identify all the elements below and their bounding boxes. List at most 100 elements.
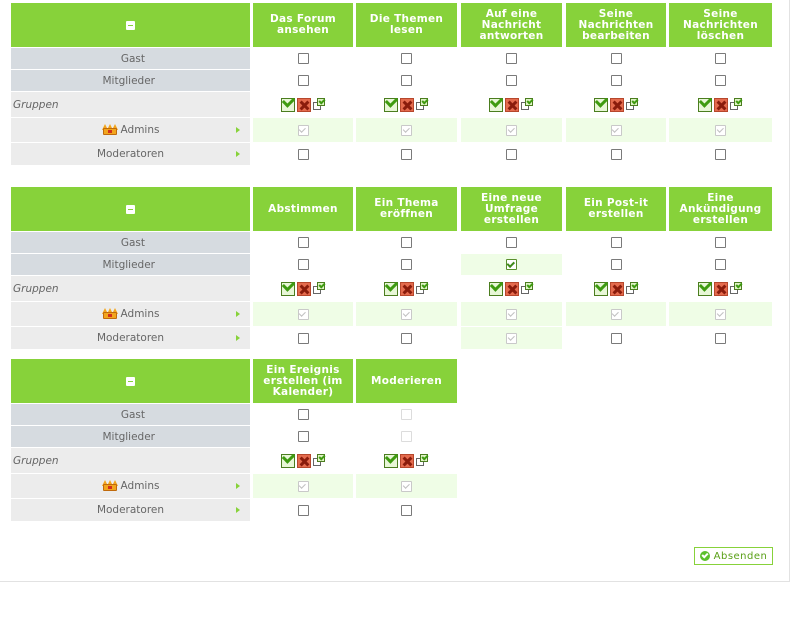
permission-checkbox[interactable] [506, 148, 517, 160]
permission-checkbox[interactable] [297, 332, 309, 344]
collapse-icon[interactable] [126, 20, 135, 30]
permission-checkbox[interactable] [401, 148, 412, 160]
permission-checkbox[interactable] [401, 237, 412, 248]
select-all-icon[interactable] [698, 97, 712, 112]
select-none-icon[interactable] [400, 453, 414, 468]
invert-selection-icon[interactable] [312, 282, 326, 295]
select-all-icon[interactable] [384, 453, 398, 468]
invert-selection-icon[interactable] [730, 282, 743, 295]
permission-checkbox[interactable] [297, 53, 309, 64]
select-none-icon[interactable] [400, 281, 414, 296]
invert-selection-icon[interactable] [730, 98, 743, 111]
permission-cell [253, 118, 353, 142]
expand-arrow-icon[interactable] [236, 335, 240, 341]
permission-checkbox[interactable] [610, 148, 622, 160]
permission-checkbox[interactable] [401, 75, 412, 86]
permission-checkbox[interactable] [297, 75, 309, 86]
permission-checkbox[interactable] [297, 237, 309, 248]
permission-checkbox[interactable] [297, 409, 309, 420]
permission-checkbox[interactable] [610, 259, 622, 270]
select-none-icon[interactable] [714, 281, 728, 296]
permission-checkbox[interactable] [715, 148, 726, 160]
permission-checkbox[interactable] [297, 148, 309, 160]
row-label-admins[interactable]: Admins [11, 118, 250, 142]
invert-selection-icon[interactable] [312, 98, 326, 111]
permission-checkbox[interactable] [401, 504, 412, 516]
invert-selection-icon[interactable] [416, 282, 429, 295]
permission-checkbox[interactable] [610, 332, 622, 344]
collapse-icon[interactable] [126, 204, 135, 214]
permission-cell [669, 70, 772, 91]
select-all-icon[interactable] [698, 281, 712, 296]
permission-checkbox[interactable] [715, 259, 726, 270]
group-action-icons [280, 453, 326, 468]
permission-cell [253, 327, 353, 349]
permission-checkbox[interactable] [610, 53, 622, 64]
permission-checkbox[interactable] [401, 332, 412, 344]
crown-icon [101, 124, 118, 136]
permission-checkbox[interactable] [506, 259, 517, 270]
row-label-text: Moderatoren [96, 332, 165, 344]
permission-checkbox [715, 308, 726, 320]
permission-cell [356, 48, 457, 69]
select-all-icon[interactable] [489, 281, 503, 296]
row-label-admins[interactable]: Admins [11, 474, 250, 498]
permission-checkbox[interactable] [610, 75, 622, 86]
invert-selection-icon[interactable] [625, 282, 639, 295]
crown-icon [101, 308, 118, 320]
expand-arrow-icon[interactable] [236, 507, 240, 513]
invert-selection-icon[interactable] [521, 98, 534, 111]
expand-arrow-icon[interactable] [236, 483, 240, 489]
row-label-moderatoren[interactable]: Moderatoren [11, 499, 250, 521]
group-action-icons [489, 97, 534, 112]
select-all-icon[interactable] [489, 97, 503, 112]
permission-checkbox[interactable] [715, 53, 726, 64]
select-none-icon[interactable] [505, 97, 519, 112]
permission-checkbox[interactable] [297, 504, 309, 516]
invert-selection-icon[interactable] [416, 98, 429, 111]
select-all-icon[interactable] [280, 281, 295, 296]
permission-cell [566, 48, 666, 69]
invert-selection-icon[interactable] [416, 454, 429, 467]
permission-checkbox[interactable] [506, 75, 517, 86]
select-none-icon[interactable] [296, 453, 311, 468]
permission-checkbox[interactable] [297, 259, 309, 270]
permission-checkbox[interactable] [401, 53, 412, 64]
permission-checkbox[interactable] [506, 53, 517, 64]
select-none-icon[interactable] [609, 97, 624, 112]
permission-checkbox[interactable] [715, 237, 726, 248]
invert-selection-icon[interactable] [625, 98, 639, 111]
select-all-icon[interactable] [384, 281, 398, 296]
invert-selection-icon[interactable] [521, 282, 534, 295]
permission-checkbox[interactable] [401, 259, 412, 270]
permission-checkbox[interactable] [610, 237, 622, 248]
select-all-icon[interactable] [593, 97, 608, 112]
check-circle-icon [699, 551, 710, 561]
row-label-moderatoren[interactable]: Moderatoren [11, 327, 250, 349]
select-all-icon[interactable] [280, 453, 295, 468]
select-all-icon[interactable] [280, 97, 295, 112]
select-none-icon[interactable] [505, 281, 519, 296]
row-label-admins[interactable]: Admins [11, 302, 250, 326]
select-none-icon[interactable] [296, 97, 311, 112]
row-label-text: Admins [120, 480, 160, 492]
permission-cell [566, 70, 666, 91]
permission-checkbox[interactable] [715, 332, 726, 344]
permission-checkbox[interactable] [715, 75, 726, 86]
select-none-icon[interactable] [609, 281, 624, 296]
submit-button[interactable]: Absenden [694, 547, 773, 565]
select-none-icon[interactable] [296, 281, 311, 296]
expand-arrow-icon[interactable] [236, 127, 240, 133]
permission-checkbox[interactable] [297, 431, 309, 442]
permission-checkbox [401, 308, 412, 320]
select-all-icon[interactable] [593, 281, 608, 296]
expand-arrow-icon[interactable] [236, 311, 240, 317]
invert-selection-icon[interactable] [312, 454, 326, 467]
select-none-icon[interactable] [400, 97, 414, 112]
collapse-icon[interactable] [126, 376, 135, 386]
expand-arrow-icon[interactable] [236, 151, 240, 157]
select-none-icon[interactable] [714, 97, 728, 112]
row-label-moderatoren[interactable]: Moderatoren [11, 143, 250, 165]
select-all-icon[interactable] [384, 97, 398, 112]
permission-checkbox[interactable] [506, 237, 517, 248]
